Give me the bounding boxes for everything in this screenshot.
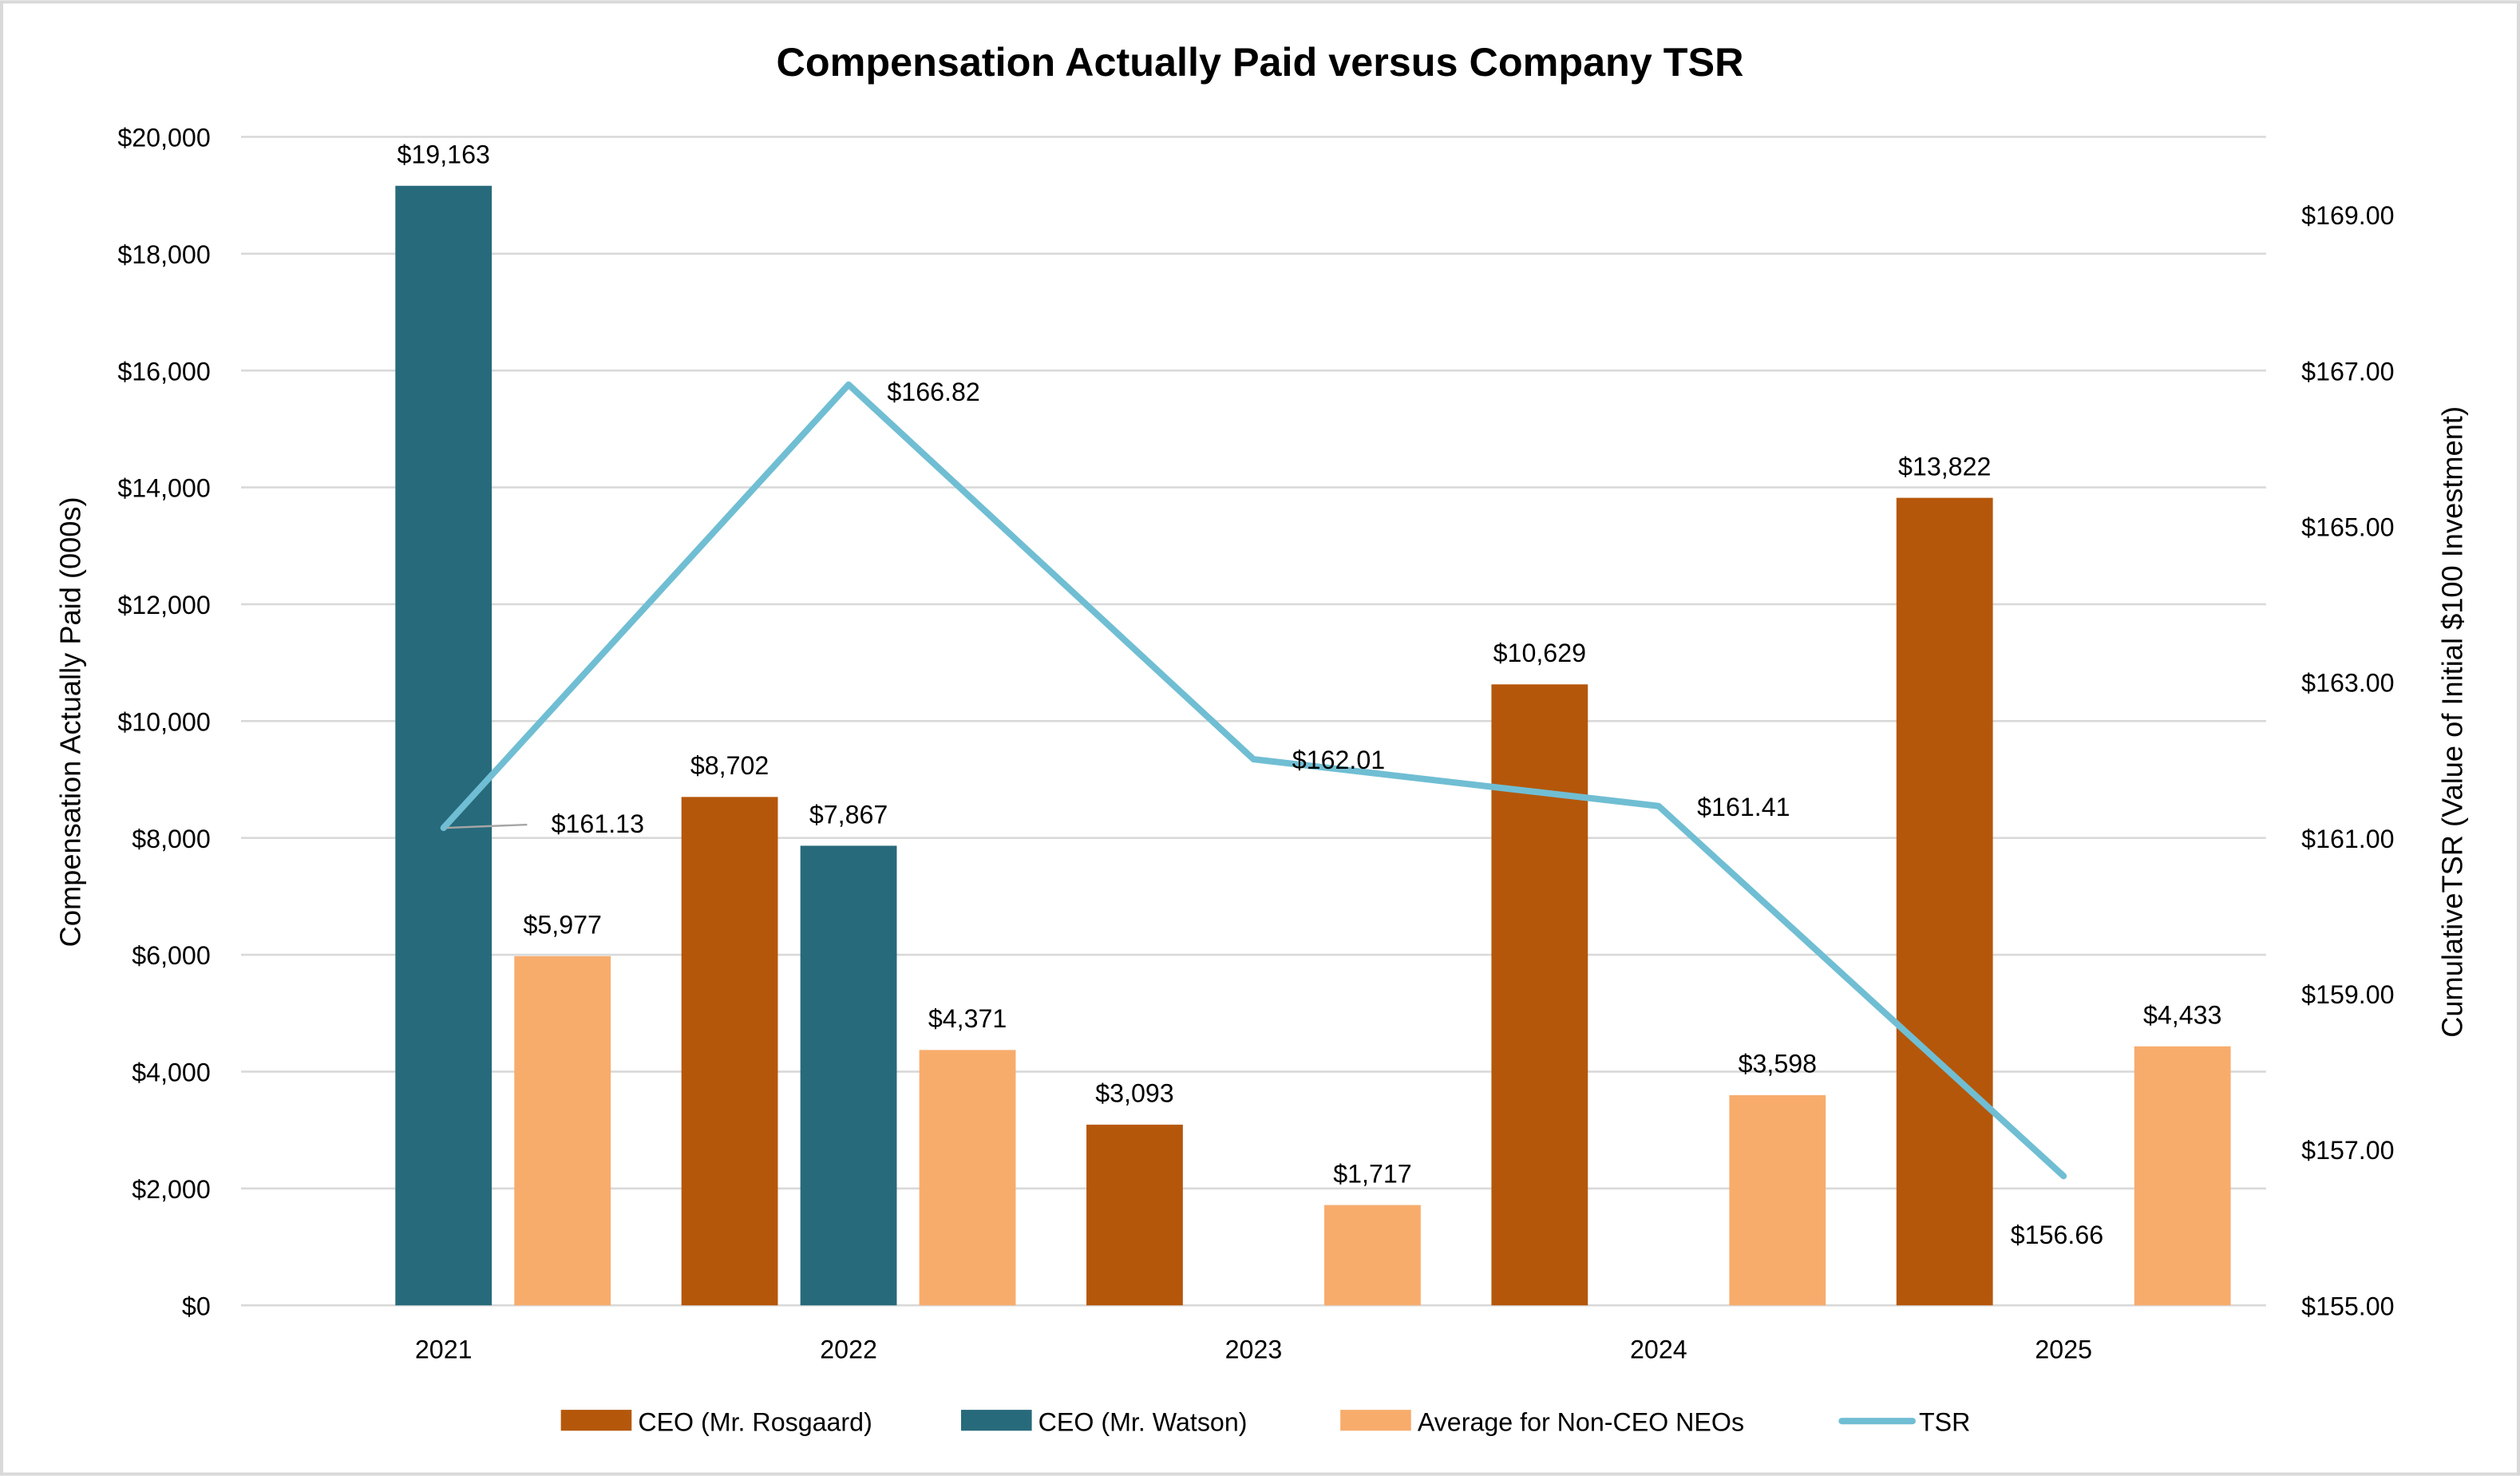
- y2-axis-ticks: $155.00 $157.00 $159.00 $161.00 $163.00 $165.…: [2301, 201, 2394, 1320]
- bar-data-label: $5,977: [523, 911, 601, 940]
- bar-data-label: $3,598: [1739, 1050, 1818, 1078]
- bar: [681, 797, 778, 1306]
- y2-tick-label: $161.00: [2301, 825, 2394, 853]
- y-tick-label: $12,000: [117, 591, 210, 619]
- y2-tick-label: $163.00: [2301, 669, 2394, 698]
- x-tick-label: 2021: [415, 1336, 473, 1364]
- x-axis-ticks: 2021 2022 2023 2024 2025: [415, 1336, 2092, 1364]
- bar: [1896, 497, 1993, 1306]
- y2-tick-label: $165.00: [2301, 512, 2394, 541]
- bar: [514, 956, 611, 1306]
- tsr-data-label: $166.82: [887, 378, 979, 406]
- legend-label: TSR: [1919, 1407, 1970, 1436]
- legend-label: CEO (Mr. Watson): [1038, 1407, 1248, 1436]
- bar: [2134, 1046, 2231, 1306]
- leader-line: [446, 823, 528, 829]
- legend-swatch: [560, 1410, 632, 1431]
- y-tick-label: $6,000: [132, 941, 210, 970]
- y-tick-label: $0: [182, 1292, 211, 1320]
- y-tick-label: $2,000: [132, 1175, 210, 1204]
- bar: [1324, 1205, 1421, 1306]
- y-tick-label: $8,000: [132, 825, 210, 853]
- y-tick-label: $20,000: [117, 124, 210, 152]
- tsr-data-label: $162.01: [1292, 746, 1385, 774]
- x-tick-label: 2024: [1630, 1336, 1687, 1364]
- legend-label: CEO (Mr. Rosgaard): [638, 1407, 872, 1436]
- y2-tick-label: $169.00: [2301, 201, 2394, 230]
- bar-data-label: $7,867: [809, 800, 888, 829]
- bar-data-label: $4,371: [928, 1004, 1007, 1033]
- bar-data-label: $10,629: [1493, 639, 1586, 667]
- legend: CEO (Mr. Rosgaard) CEO (Mr. Watson) Averag…: [560, 1407, 1970, 1436]
- bar: [1086, 1124, 1183, 1306]
- legend-swatch: [1340, 1410, 1411, 1431]
- x-tick-label: 2025: [2035, 1336, 2092, 1364]
- bar: [1729, 1094, 1826, 1306]
- tsr-data-label: $161.13: [552, 809, 644, 838]
- y2-tick-label: $167.00: [2301, 357, 2394, 386]
- y-tick-label: $10,000: [117, 707, 210, 736]
- y2-tick-label: $155.00: [2301, 1292, 2394, 1320]
- bar-data-label: $1,717: [1333, 1159, 1412, 1188]
- y-tick-label: $18,000: [117, 240, 210, 269]
- bar: [919, 1050, 1016, 1306]
- bar-data-label: $19,163: [397, 140, 489, 169]
- data-labels: $8,702 $3,093 $10,629 $13,822 $19,163 $7,867 $…: [397, 140, 2221, 1249]
- y-tick-label: $16,000: [117, 357, 210, 386]
- bar: [395, 185, 493, 1306]
- x-tick-label: 2023: [1225, 1336, 1283, 1364]
- x-tick-label: 2022: [820, 1336, 877, 1364]
- tsr-data-label: $161.41: [1697, 793, 1790, 821]
- tsr-data-label: $156.66: [2011, 1221, 2103, 1249]
- y2-tick-label: $157.00: [2301, 1136, 2394, 1165]
- legend-swatch: [961, 1410, 1032, 1431]
- tsr-line-group: [440, 381, 2067, 1180]
- bar-data-label: $8,702: [690, 751, 769, 780]
- legend-label: Average for Non-CEO NEOs: [1418, 1407, 1744, 1436]
- bar: [800, 845, 897, 1306]
- y-axis-label: Compensation Actually Paid (000s): [54, 497, 87, 947]
- y2-tick-label: $159.00: [2301, 980, 2394, 1009]
- y2-axis-label: CumulativeTSR (Value of Initial $100 Inv…: [2436, 406, 2469, 1038]
- bar-data-label: $4,433: [2143, 1001, 2222, 1030]
- y-tick-label: $14,000: [117, 474, 210, 503]
- y-tick-label: $4,000: [132, 1059, 210, 1087]
- bar: [1491, 684, 1588, 1306]
- tsr-line: [440, 381, 2067, 1180]
- bar-data-label: $13,822: [1898, 452, 1991, 481]
- chart-title: Compensation Actually Paid versus Compan…: [777, 39, 1744, 85]
- y-axis-ticks: $0 $2,000 $4,000 $6,000 $8,000 $10,000 $12,000…: [117, 124, 210, 1321]
- bar-data-label: $3,093: [1095, 1079, 1173, 1108]
